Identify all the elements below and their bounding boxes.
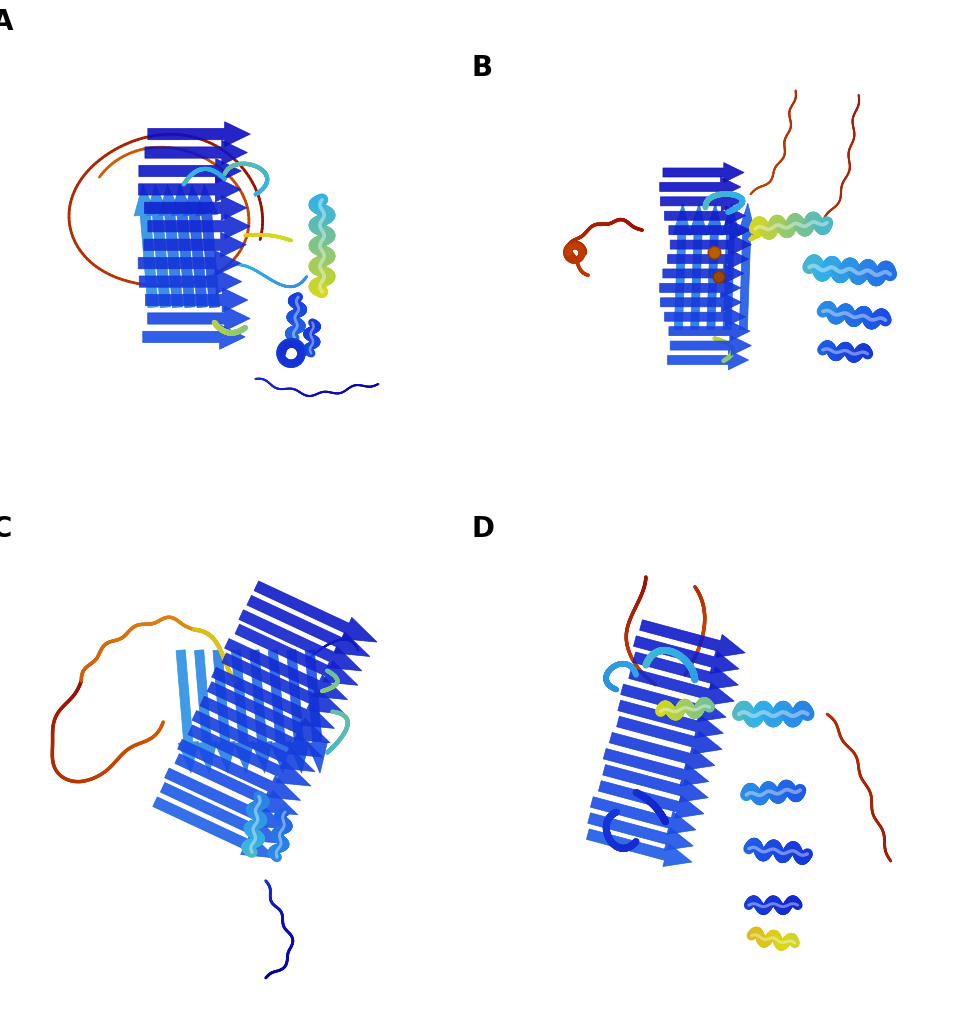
Text: C: C — [0, 515, 12, 544]
Polygon shape — [231, 650, 254, 773]
Polygon shape — [183, 184, 207, 307]
Polygon shape — [661, 191, 741, 211]
Polygon shape — [665, 206, 745, 225]
Polygon shape — [598, 780, 704, 818]
Text: A: A — [0, 8, 13, 37]
Polygon shape — [145, 140, 247, 165]
Polygon shape — [177, 739, 300, 801]
Polygon shape — [305, 650, 328, 773]
Polygon shape — [737, 203, 756, 330]
Polygon shape — [171, 184, 195, 307]
Polygon shape — [212, 668, 335, 728]
Polygon shape — [138, 177, 241, 202]
Polygon shape — [235, 625, 358, 685]
Polygon shape — [145, 196, 246, 220]
Polygon shape — [152, 797, 275, 858]
Polygon shape — [144, 232, 246, 257]
Polygon shape — [195, 650, 217, 773]
Polygon shape — [620, 684, 726, 722]
Polygon shape — [663, 163, 744, 182]
Polygon shape — [660, 278, 740, 298]
Polygon shape — [661, 293, 741, 312]
Polygon shape — [239, 609, 362, 671]
Polygon shape — [670, 234, 751, 255]
Polygon shape — [192, 711, 315, 772]
Polygon shape — [196, 184, 220, 307]
Polygon shape — [148, 122, 250, 146]
Polygon shape — [287, 650, 309, 773]
Polygon shape — [618, 700, 723, 738]
Polygon shape — [213, 650, 235, 773]
Polygon shape — [175, 754, 298, 815]
Polygon shape — [148, 306, 250, 331]
Polygon shape — [254, 581, 377, 642]
Polygon shape — [603, 749, 709, 786]
Polygon shape — [158, 184, 183, 307]
Polygon shape — [669, 322, 750, 341]
Polygon shape — [224, 639, 347, 699]
Polygon shape — [188, 725, 311, 786]
Circle shape — [713, 271, 725, 283]
Polygon shape — [139, 159, 242, 183]
Text: B: B — [471, 54, 492, 82]
Polygon shape — [617, 717, 722, 754]
Polygon shape — [134, 184, 158, 307]
Polygon shape — [705, 203, 723, 330]
Polygon shape — [634, 636, 739, 674]
Polygon shape — [160, 782, 283, 844]
Polygon shape — [690, 203, 707, 330]
Polygon shape — [147, 184, 171, 307]
Polygon shape — [269, 650, 291, 773]
Polygon shape — [673, 203, 690, 330]
Polygon shape — [633, 652, 738, 689]
Polygon shape — [602, 765, 709, 802]
Polygon shape — [199, 696, 323, 757]
Polygon shape — [148, 214, 250, 239]
Polygon shape — [588, 813, 693, 850]
Polygon shape — [139, 269, 242, 294]
Polygon shape — [665, 307, 746, 327]
Polygon shape — [250, 650, 272, 773]
Polygon shape — [146, 288, 247, 312]
Polygon shape — [629, 668, 735, 706]
Text: D: D — [471, 515, 494, 543]
Polygon shape — [667, 350, 749, 370]
Polygon shape — [667, 249, 749, 269]
Polygon shape — [587, 829, 692, 866]
Polygon shape — [165, 768, 288, 829]
Polygon shape — [176, 650, 199, 773]
Polygon shape — [660, 177, 741, 197]
Polygon shape — [640, 620, 745, 657]
Polygon shape — [609, 732, 714, 770]
Polygon shape — [222, 653, 345, 714]
Circle shape — [708, 247, 721, 259]
Polygon shape — [207, 682, 330, 742]
Polygon shape — [668, 220, 750, 240]
Polygon shape — [246, 595, 370, 656]
Polygon shape — [663, 263, 744, 284]
Polygon shape — [721, 203, 739, 330]
Polygon shape — [591, 797, 696, 835]
Polygon shape — [138, 251, 241, 275]
Polygon shape — [670, 336, 751, 355]
Polygon shape — [143, 325, 246, 349]
